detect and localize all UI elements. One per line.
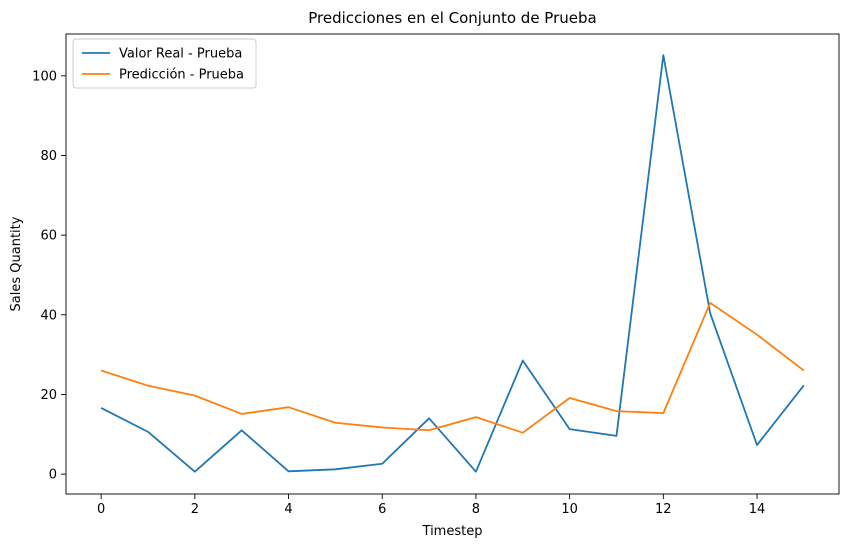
legend-entry-0: Valor Real - Prueba xyxy=(119,47,242,62)
x-tick-label: 12 xyxy=(655,502,672,517)
legend: Valor Real - Prueba Predicción - Prueba xyxy=(72,38,257,89)
series-line-0 xyxy=(100,54,805,473)
x-tick-label: 8 xyxy=(472,502,480,517)
axes: 0 2 4 6 8 10 12 14 0 20 40 60 80 100 xyxy=(32,33,840,517)
legend-entry-1: Predicción - Prueba xyxy=(119,68,244,83)
x-axis-label: Timestep xyxy=(422,524,483,539)
y-tick-label: 80 xyxy=(40,149,57,164)
x-tick-label: 14 xyxy=(749,502,766,517)
series-line-1 xyxy=(100,301,805,434)
x-tick-label: 4 xyxy=(284,502,292,517)
y-axis-label: Sales Quantity xyxy=(9,216,24,311)
x-tick-label: 0 xyxy=(97,502,105,517)
y-tick-label: 20 xyxy=(40,388,57,403)
axes-frame xyxy=(65,33,840,495)
legend-box xyxy=(72,38,257,89)
chart-title: Predicciones en el Conjunto de Prueba xyxy=(308,9,596,27)
x-tick-label: 2 xyxy=(191,502,199,517)
plot-area xyxy=(100,54,805,473)
y-tick-label: 60 xyxy=(40,229,57,244)
x-tick-label: 10 xyxy=(561,502,578,517)
y-tick-label: 40 xyxy=(40,308,57,323)
x-tick-label: 6 xyxy=(378,502,386,517)
y-tick-label: 0 xyxy=(49,468,57,483)
y-tick-label: 100 xyxy=(32,69,57,84)
